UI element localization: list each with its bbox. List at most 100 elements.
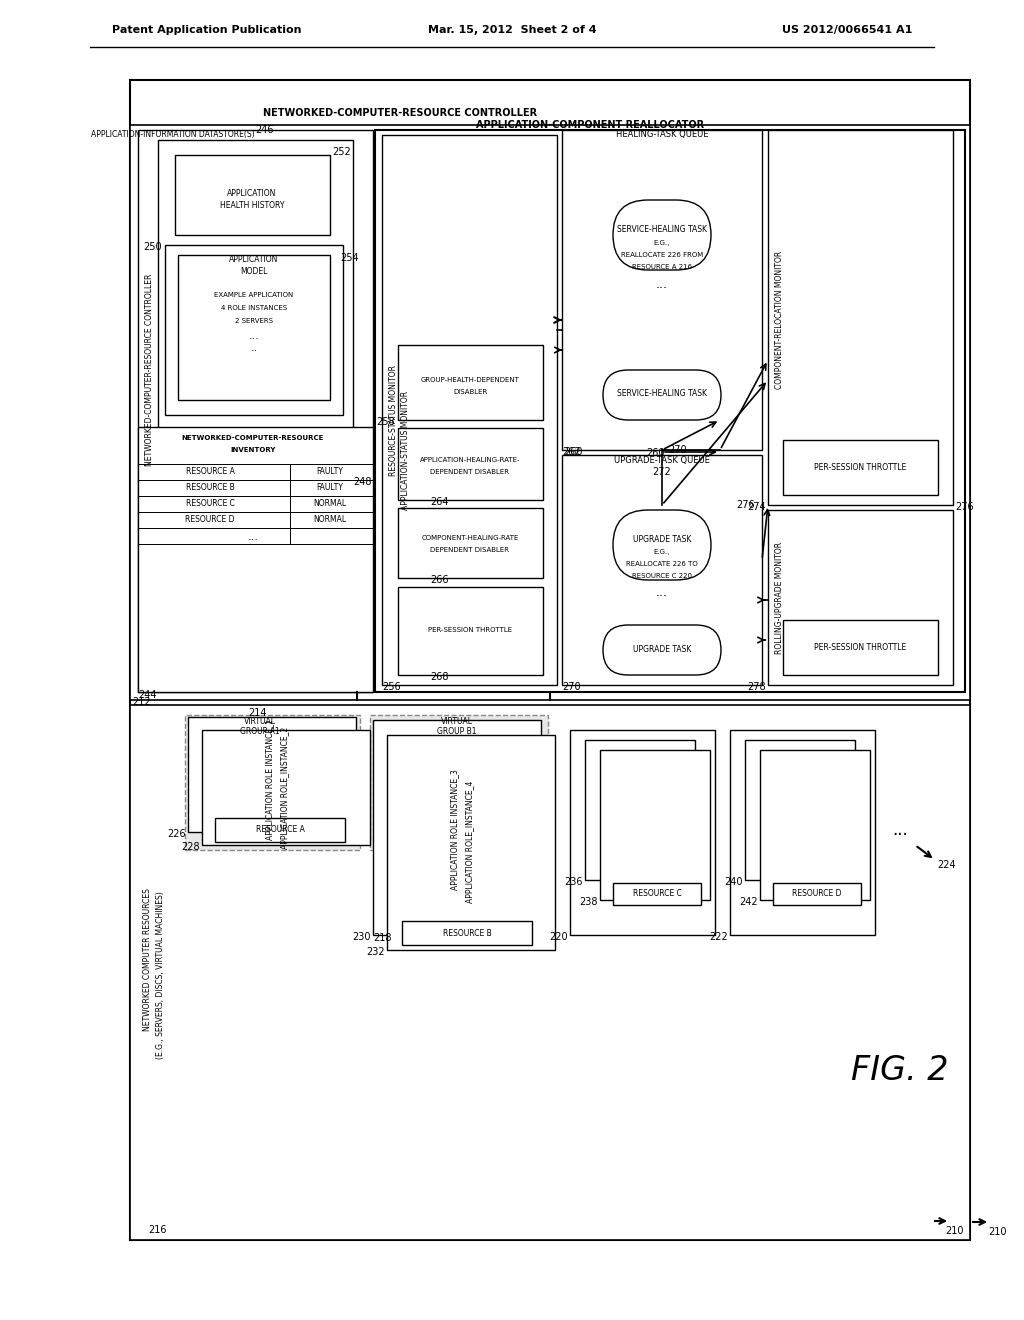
Text: 232: 232 xyxy=(367,946,385,957)
FancyBboxPatch shape xyxy=(382,135,557,685)
Text: SERVICE-HEALING TASK: SERVICE-HEALING TASK xyxy=(617,388,707,397)
FancyBboxPatch shape xyxy=(613,510,711,579)
Text: 262: 262 xyxy=(562,447,581,457)
Text: 278: 278 xyxy=(748,682,766,692)
Text: NETWORKED-COMPUTER-RESOURCE CONTROLLER: NETWORKED-COMPUTER-RESOURCE CONTROLLER xyxy=(263,108,537,117)
FancyBboxPatch shape xyxy=(768,510,953,685)
Text: 230: 230 xyxy=(352,932,371,942)
Text: Mar. 15, 2012  Sheet 2 of 4: Mar. 15, 2012 Sheet 2 of 4 xyxy=(428,25,596,36)
Text: APPLICATION ROLE_INSTANCE_4: APPLICATION ROLE_INSTANCE_4 xyxy=(466,781,474,903)
Text: PER-SESSION THROTTLE: PER-SESSION THROTTLE xyxy=(814,644,906,652)
Text: 216: 216 xyxy=(148,1225,167,1236)
FancyBboxPatch shape xyxy=(130,705,970,1239)
FancyBboxPatch shape xyxy=(185,715,360,850)
Text: UPGRADE TASK: UPGRADE TASK xyxy=(633,644,691,653)
Text: DEPENDENT DISABLER: DEPENDENT DISABLER xyxy=(430,546,510,553)
Text: 268: 268 xyxy=(430,672,449,682)
Text: 270: 270 xyxy=(562,682,581,692)
Text: 240: 240 xyxy=(725,876,743,887)
FancyBboxPatch shape xyxy=(138,129,373,692)
FancyBboxPatch shape xyxy=(603,624,721,675)
Text: (E.G., SERVERS, DISCS, VIRTUAL MACHINES): (E.G., SERVERS, DISCS, VIRTUAL MACHINES) xyxy=(156,891,165,1059)
Text: ...: ... xyxy=(656,279,668,292)
Text: PER-SESSION THROTTLE: PER-SESSION THROTTLE xyxy=(428,627,512,634)
FancyBboxPatch shape xyxy=(760,750,870,900)
Text: UPGRADE-TASK QUEUE: UPGRADE-TASK QUEUE xyxy=(614,455,710,465)
Text: 256: 256 xyxy=(382,682,400,692)
Text: DISABLER: DISABLER xyxy=(453,389,487,395)
Text: 222: 222 xyxy=(710,932,728,942)
Text: APPLICATION-INFORMATION DATASTORE(S): APPLICATION-INFORMATION DATASTORE(S) xyxy=(91,131,255,140)
Text: 264: 264 xyxy=(430,498,449,507)
FancyBboxPatch shape xyxy=(373,719,541,935)
Text: 276: 276 xyxy=(736,500,755,510)
Text: REALLOCATE 226 TO: REALLOCATE 226 TO xyxy=(626,561,698,568)
Text: 252: 252 xyxy=(332,147,351,157)
Text: 274: 274 xyxy=(748,502,766,512)
Text: APPLICATION: APPLICATION xyxy=(227,189,276,198)
Text: RESOURCE A: RESOURCE A xyxy=(256,825,304,834)
FancyBboxPatch shape xyxy=(600,750,710,900)
FancyBboxPatch shape xyxy=(768,129,953,506)
FancyBboxPatch shape xyxy=(745,741,855,880)
Text: RESOURCE D: RESOURCE D xyxy=(793,890,842,899)
Text: 210: 210 xyxy=(945,1226,964,1236)
FancyBboxPatch shape xyxy=(130,81,970,1239)
Text: NETWORKED-COMPUTER-RESOURCE CONTROLLER: NETWORKED-COMPUTER-RESOURCE CONTROLLER xyxy=(145,273,155,466)
Text: 236: 236 xyxy=(564,876,583,887)
Text: INVENTORY: INVENTORY xyxy=(230,447,275,453)
Text: EXAMPLE APPLICATION: EXAMPLE APPLICATION xyxy=(214,292,294,298)
Text: Patent Application Publication: Patent Application Publication xyxy=(112,25,301,36)
Text: 4 ROLE INSTANCES: 4 ROLE INSTANCES xyxy=(221,305,287,312)
FancyBboxPatch shape xyxy=(138,426,373,692)
FancyBboxPatch shape xyxy=(215,818,345,842)
Text: APPLICATION: APPLICATION xyxy=(229,256,279,264)
FancyBboxPatch shape xyxy=(370,715,548,850)
Text: HEALTH HISTORY: HEALTH HISTORY xyxy=(220,201,285,210)
FancyBboxPatch shape xyxy=(562,129,762,450)
FancyBboxPatch shape xyxy=(188,717,356,832)
FancyBboxPatch shape xyxy=(398,587,543,675)
Text: 246: 246 xyxy=(255,125,273,135)
Text: NETWORKED-COMPUTER-RESOURCE: NETWORKED-COMPUTER-RESOURCE xyxy=(182,436,325,441)
Text: 224: 224 xyxy=(937,861,955,870)
Text: APPLICATION ROLE INSTANCE_1: APPLICATION ROLE INSTANCE_1 xyxy=(265,719,274,841)
FancyBboxPatch shape xyxy=(398,428,543,500)
Text: E.G.,: E.G., xyxy=(653,549,671,554)
Text: PER-SESSION THROTTLE: PER-SESSION THROTTLE xyxy=(814,463,906,473)
Text: 242: 242 xyxy=(739,898,758,907)
Text: RESOURCE-STATUS MONITOR: RESOURCE-STATUS MONITOR xyxy=(388,364,397,475)
Text: APPLICATION-STATUS MONITOR: APPLICATION-STATUS MONITOR xyxy=(401,391,411,510)
Text: 220: 220 xyxy=(549,932,568,942)
Text: NORMAL: NORMAL xyxy=(313,516,346,524)
Text: NETWORKED COMPUTER RESOURCES: NETWORKED COMPUTER RESOURCES xyxy=(142,888,152,1031)
Text: 218: 218 xyxy=(373,933,391,942)
Text: UPGRADE TASK: UPGRADE TASK xyxy=(633,536,691,544)
FancyBboxPatch shape xyxy=(387,735,555,950)
Text: GROUP B1: GROUP B1 xyxy=(437,727,477,737)
Text: APPLICATION-COMPONENT REALLOCATOR: APPLICATION-COMPONENT REALLOCATOR xyxy=(476,120,705,129)
Text: ..: .. xyxy=(251,343,258,352)
Text: 238: 238 xyxy=(580,898,598,907)
Text: 270: 270 xyxy=(668,445,687,455)
Text: E.G.,: E.G., xyxy=(653,240,671,246)
FancyBboxPatch shape xyxy=(165,246,343,414)
FancyBboxPatch shape xyxy=(730,730,874,935)
Text: MODEL: MODEL xyxy=(241,268,267,276)
FancyBboxPatch shape xyxy=(375,129,965,692)
Text: 272: 272 xyxy=(652,467,672,477)
FancyBboxPatch shape xyxy=(562,455,762,685)
FancyBboxPatch shape xyxy=(158,140,353,430)
Text: GROUP-HEALTH-DEPENDENT: GROUP-HEALTH-DEPENDENT xyxy=(421,378,519,383)
FancyBboxPatch shape xyxy=(398,508,543,578)
Text: REALLOCATE 226 FROM: REALLOCATE 226 FROM xyxy=(621,252,703,257)
Text: VIRTUAL: VIRTUAL xyxy=(244,718,276,726)
Text: HEALING-TASK QUEUE: HEALING-TASK QUEUE xyxy=(615,131,709,140)
Text: FAULTY: FAULTY xyxy=(316,483,343,492)
Text: ROLLING-UPGRADE MONITOR: ROLLING-UPGRADE MONITOR xyxy=(775,543,784,655)
FancyBboxPatch shape xyxy=(783,440,938,495)
Text: RESOURCE B: RESOURCE B xyxy=(442,928,492,937)
Text: 276: 276 xyxy=(955,502,974,512)
Text: 212: 212 xyxy=(132,697,151,708)
Text: 244: 244 xyxy=(138,690,157,700)
